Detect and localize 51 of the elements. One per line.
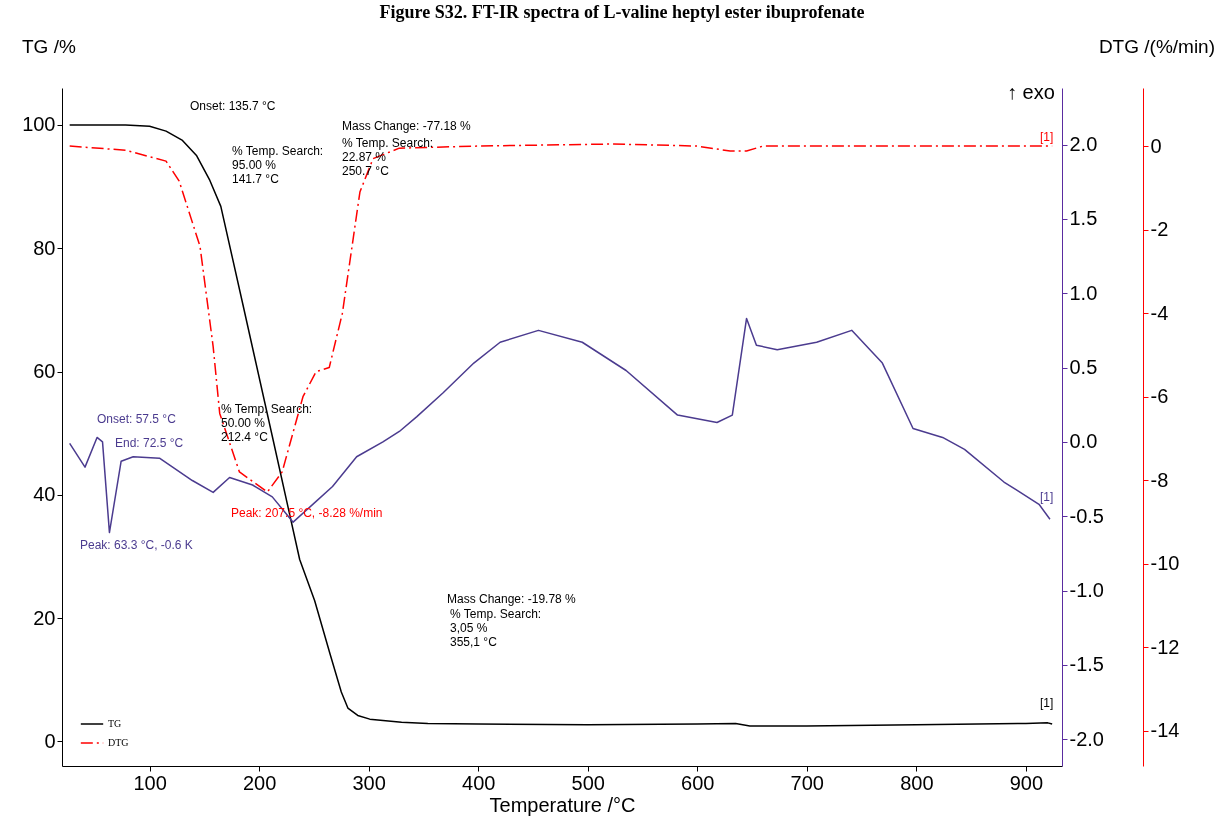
y2-tick-label: 1.0 — [1069, 281, 1098, 304]
legend-label: TG — [108, 718, 122, 729]
annotation: Mass Change: -77.18 % — [342, 119, 472, 133]
annotation: Onset: 57.5 °C — [97, 412, 177, 426]
x-tick-label: 400 — [462, 771, 496, 794]
x-tick-label: 900 — [1009, 771, 1044, 794]
y3-tick-label: -6 — [1150, 385, 1169, 408]
x-tick-label: 200 — [242, 771, 277, 794]
y3-tick-label: 0 — [1150, 134, 1162, 157]
annotation: [1] — [1040, 490, 1054, 504]
y2-tick-label: 0.5 — [1069, 356, 1098, 379]
y2-tick-label: 0.0 — [1069, 430, 1098, 453]
y3-tick-label: -10 — [1150, 552, 1180, 575]
y-tick-label: 60 — [33, 360, 56, 383]
annotation: Onset: 135.7 °C — [190, 99, 276, 113]
annotation: ↑ exo — [1007, 81, 1055, 103]
y2-tick-label: -2.0 — [1069, 727, 1104, 750]
annotation: Peak: 63.3 °C, -0.6 K — [80, 538, 193, 552]
y-tick-label: 80 — [33, 236, 56, 259]
y3-tick-label: -14 — [1150, 719, 1180, 742]
annotation: End: 72.5 °C — [115, 436, 184, 450]
annotation: Mass Change: -19.78 % — [447, 592, 577, 606]
x-tick-label: 600 — [681, 771, 715, 794]
y-axis-title: TG /% — [22, 36, 76, 57]
annotation: [1] — [1040, 130, 1054, 144]
y3-tick-label: -2 — [1150, 218, 1169, 241]
chart-title: Figure S32. FT-IR spectra of L-valine heptyl ester ibuprofenate — [379, 2, 865, 22]
y3-tick-label: -8 — [1150, 468, 1169, 491]
y2-tick-label: 1.5 — [1069, 207, 1098, 230]
y-tick-label: 40 — [33, 483, 56, 506]
x-tick-label: 700 — [790, 771, 824, 794]
y3-tick-label: -4 — [1150, 301, 1169, 324]
y-tick-label: 0 — [44, 729, 56, 752]
annotation: [1] — [1040, 696, 1054, 710]
y3-axis-title: DTG /(%/min) — [1098, 36, 1215, 57]
y2-tick-label: -1.0 — [1069, 579, 1104, 602]
x-tick-label: 500 — [571, 771, 605, 794]
y-tick-label: 20 — [33, 606, 56, 629]
annotation: % Temp. Search: 3,05 % 355,1 °C — [450, 607, 542, 649]
x-tick-label: 300 — [352, 771, 386, 794]
y-tick-label: 100 — [22, 113, 56, 136]
line-series — [68, 317, 1051, 534]
x-tick-label: 800 — [900, 771, 934, 794]
x-axis-title: Temperature /°C — [489, 793, 636, 816]
y2-tick-label: 2.0 — [1069, 133, 1098, 155]
y2-tick-label: -1.5 — [1069, 653, 1104, 676]
y2-tick-label: -0.5 — [1069, 504, 1104, 527]
x-tick-label: 100 — [133, 771, 167, 794]
y3-tick-label: -12 — [1150, 635, 1180, 658]
annotation: % Temp. Search: 95.00 % 141.7 °C — [232, 144, 324, 186]
legend-label: DTG — [108, 737, 129, 748]
